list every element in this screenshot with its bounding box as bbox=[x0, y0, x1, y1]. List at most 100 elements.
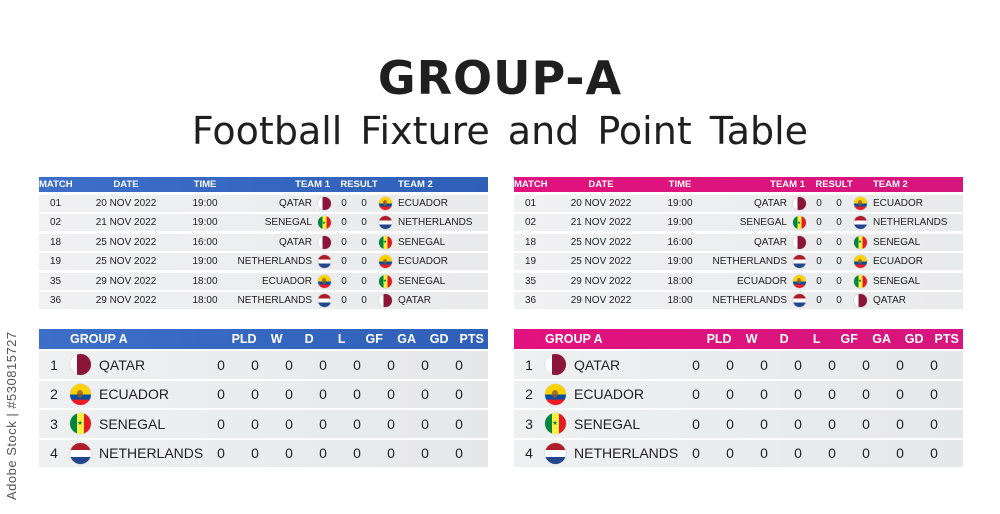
team-cell: 1 QATAR bbox=[39, 354, 204, 376]
header-date: DATE bbox=[588, 179, 614, 190]
score-team2: 0 bbox=[836, 197, 842, 209]
stat-d: 0 bbox=[285, 386, 293, 403]
senegal-flag-icon bbox=[853, 235, 867, 249]
stat-pts: 0 bbox=[455, 415, 463, 432]
netherlands-flag-icon bbox=[317, 294, 331, 307]
team2-name: NETHERLANDS bbox=[398, 217, 473, 228]
stat-gd: 0 bbox=[421, 386, 429, 403]
header-team1: TEAM 1 bbox=[295, 179, 330, 190]
team2-flag bbox=[851, 235, 869, 249]
ecuador-flag-icon bbox=[853, 196, 867, 210]
header-l: L bbox=[812, 332, 821, 346]
header-ga: GA bbox=[397, 332, 417, 346]
match-time: 19:00 bbox=[192, 197, 218, 209]
stat-ga: 0 bbox=[862, 445, 870, 462]
team1-name: NETHERLANDS bbox=[712, 295, 787, 306]
score-team1: 0 bbox=[341, 275, 347, 287]
fixture-row: 19 25 NOV 2022 19:00 NETHERLANDS 0 0 ECUADOR bbox=[514, 253, 963, 270]
stat-gf: 0 bbox=[828, 445, 836, 462]
stat-gf: 0 bbox=[353, 445, 361, 462]
team1-flag bbox=[316, 255, 332, 268]
stat-d: 0 bbox=[285, 415, 293, 432]
team-name: SENEGAL bbox=[574, 415, 641, 432]
match-date: 20 NOV 2022 bbox=[570, 197, 632, 209]
team2-name: NETHERLANDS bbox=[873, 217, 948, 228]
watermark-text: Adobe Stock | #530815727 bbox=[4, 331, 19, 500]
stat-w: 0 bbox=[251, 415, 259, 432]
stat-pld: 0 bbox=[217, 386, 225, 403]
stat-l: 0 bbox=[319, 386, 327, 403]
team2-name: QATAR bbox=[873, 295, 906, 306]
stat-gd: 0 bbox=[896, 415, 904, 432]
netherlands-flag-icon bbox=[378, 216, 392, 229]
match-time: 19:00 bbox=[667, 217, 693, 228]
pink-panel: MATCH DATE TIME TEAM 1 RESULT TEAM 2 01 2… bbox=[514, 177, 963, 467]
team-flag bbox=[69, 354, 91, 376]
match-time: 19:00 bbox=[192, 256, 218, 267]
team-cell: 4 NETHERLANDS bbox=[39, 442, 204, 464]
standings-table: GROUP A PLD W D L GF GA GD PTS 1 QATAR 0 0 0… bbox=[39, 329, 488, 467]
fixture-table: MATCH DATE TIME TEAM 1 RESULT TEAM 2 01 2… bbox=[39, 177, 488, 309]
stat-d: 0 bbox=[760, 415, 768, 432]
team-flag bbox=[544, 383, 566, 405]
stat-gf: 0 bbox=[828, 356, 836, 373]
position: 2 bbox=[50, 386, 58, 403]
match-time: 18:00 bbox=[667, 295, 693, 306]
qatar-flag-icon bbox=[317, 196, 331, 210]
score-team1: 0 bbox=[816, 295, 822, 306]
page-title: GROUP-A bbox=[377, 51, 623, 105]
stat-gd: 0 bbox=[421, 415, 429, 432]
team2-name: ECUADOR bbox=[398, 197, 449, 209]
match-time: 16:00 bbox=[192, 236, 218, 248]
position: 2 bbox=[525, 386, 533, 403]
stat-l: 0 bbox=[319, 445, 327, 462]
header-group: GROUP A bbox=[70, 332, 128, 346]
header-gd: GD bbox=[429, 332, 449, 346]
ecuador-flag-icon bbox=[792, 274, 806, 288]
senegal-flag-icon bbox=[378, 274, 392, 288]
team1-flag bbox=[316, 196, 332, 210]
team2-name: SENEGAL bbox=[873, 275, 921, 287]
position: 3 bbox=[50, 415, 58, 432]
stat-ga: 0 bbox=[862, 415, 870, 432]
team1-flag bbox=[316, 235, 332, 249]
stat-gd: 0 bbox=[421, 356, 429, 373]
match-date: 21 NOV 2022 bbox=[95, 217, 157, 228]
match-number: 36 bbox=[49, 295, 62, 306]
stock-watermark: Adobe Stock | #530815727 bbox=[0, 250, 20, 500]
team-name: QATAR bbox=[99, 356, 146, 373]
team1-flag bbox=[791, 294, 807, 307]
ecuador-flag-icon bbox=[69, 383, 91, 405]
team1-flag bbox=[791, 196, 807, 210]
match-date: 25 NOV 2022 bbox=[95, 236, 157, 248]
team-name: NETHERLANDS bbox=[574, 445, 679, 462]
stat-gf: 0 bbox=[353, 386, 361, 403]
match-time: 16:00 bbox=[667, 236, 693, 248]
page-subtitle: Football Fixture and Point Table bbox=[191, 109, 809, 153]
stat-l: 0 bbox=[794, 445, 802, 462]
header-w: W bbox=[270, 332, 283, 346]
stat-pts: 0 bbox=[455, 356, 463, 373]
header-l: L bbox=[337, 332, 346, 346]
team1-name: QATAR bbox=[279, 197, 312, 209]
team1-flag bbox=[791, 216, 807, 229]
header-team2: TEAM 2 bbox=[398, 179, 433, 190]
score-team1: 0 bbox=[816, 275, 822, 287]
stat-gd: 0 bbox=[421, 445, 429, 462]
stat-d: 0 bbox=[760, 386, 768, 403]
stat-l: 0 bbox=[794, 415, 802, 432]
team-flag bbox=[69, 383, 91, 405]
stat-ga: 0 bbox=[387, 415, 395, 432]
stat-l: 0 bbox=[319, 415, 327, 432]
position: 3 bbox=[525, 415, 533, 432]
stat-ga: 0 bbox=[387, 356, 395, 373]
